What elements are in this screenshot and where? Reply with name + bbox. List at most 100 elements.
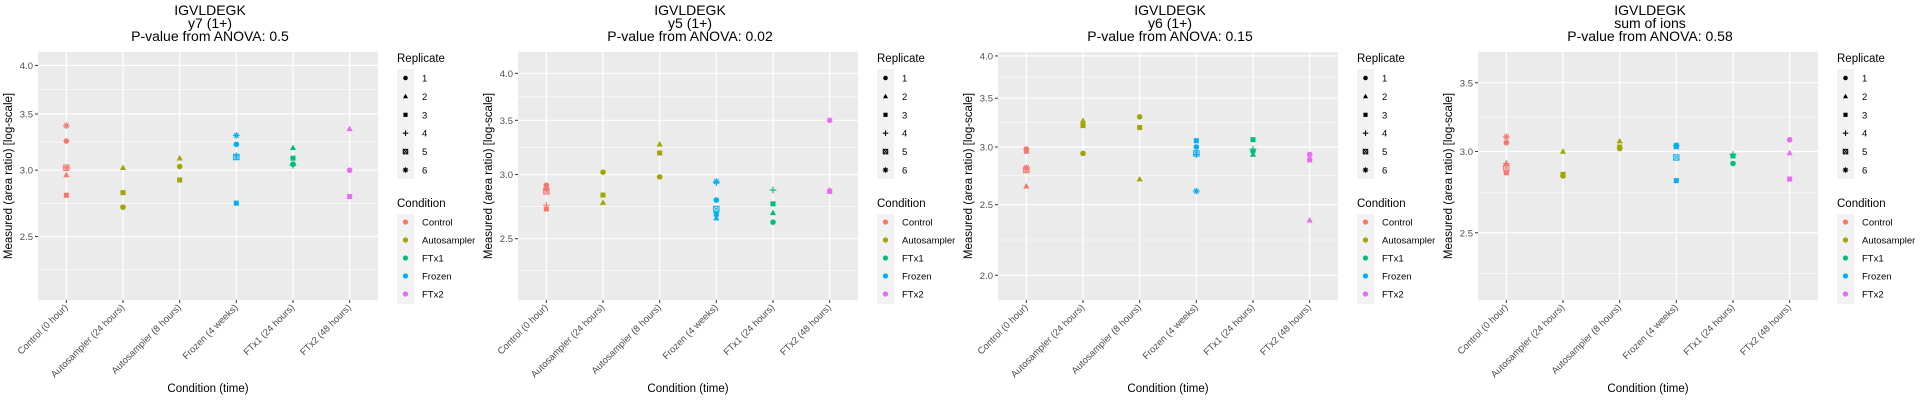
x-tick-label: FTx2 (48 hours) <box>298 302 354 358</box>
data-point <box>289 144 297 151</box>
legend-color-key <box>882 255 889 261</box>
legend-replicate-label: 1 <box>1862 74 1867 85</box>
data-point <box>1616 137 1623 144</box>
data-point <box>233 141 240 148</box>
legend-replicate-label: 3 <box>1862 110 1867 121</box>
chart-subtitle: y6 (1+) <box>1148 15 1192 31</box>
legend-condition-label: Frozen <box>902 272 932 283</box>
x-tick-label: Control (0 hour) <box>16 302 71 357</box>
legend-shape-key <box>1362 148 1369 155</box>
legend-replicate-title: Replicate <box>1837 53 1885 65</box>
legend-condition-label: Frozen <box>422 272 452 283</box>
x-tick-label: FTx2 (48 hours) <box>778 302 834 358</box>
data-point <box>1729 151 1737 158</box>
legend-condition-label: Control <box>422 218 453 229</box>
legend-condition-label: Autosampler <box>422 236 475 247</box>
data-point <box>346 125 353 132</box>
legend-condition-title: Condition <box>1357 198 1406 210</box>
legend-color-key <box>882 237 889 243</box>
legend-replicate-label: 2 <box>1862 92 1867 103</box>
legend-replicate-label: 1 <box>1382 74 1387 85</box>
chart-pvalue: P-value from ANOVA: 0.58 <box>1567 28 1733 44</box>
x-tick-label: FTx2 (48 hours) <box>1738 302 1794 358</box>
legend-key-background <box>1357 69 1374 179</box>
x-axis-title: Condition (time) <box>167 383 248 395</box>
plot-background <box>38 52 378 300</box>
legend-color-key <box>882 291 889 297</box>
data-point <box>713 205 720 213</box>
x-tick-label: Control (0 hour) <box>496 302 551 357</box>
data-point <box>176 154 183 161</box>
legend-replicate-title: Replicate <box>397 53 445 65</box>
legend-shape-key <box>1843 75 1848 81</box>
data-point <box>599 199 607 205</box>
y-tick-label: 2.5 <box>20 232 33 243</box>
legend-condition-title: Condition <box>397 198 446 210</box>
chart-title: IGVLDEGK <box>654 2 726 18</box>
data-point <box>1307 157 1313 163</box>
data-point <box>656 140 663 147</box>
x-tick-label: Frozen (4 weeks) <box>1141 302 1201 362</box>
data-point <box>1787 176 1793 182</box>
data-point <box>1136 175 1143 182</box>
data-point <box>232 132 240 139</box>
data-point <box>713 214 720 221</box>
data-point <box>1617 144 1623 150</box>
legend-shape-key <box>403 112 408 117</box>
data-point <box>770 201 776 207</box>
data-point <box>120 190 126 196</box>
data-point <box>63 164 70 171</box>
legend-key-background <box>397 69 414 179</box>
data-point <box>713 197 720 203</box>
data-point <box>177 177 183 183</box>
chart-subtitle: y5 (1+) <box>668 15 712 31</box>
legend-replicate-label: 6 <box>902 166 907 177</box>
data-point <box>542 201 550 209</box>
legend-shape-key <box>1842 93 1849 99</box>
chart-panel: IGVLDEGK y6 (1+) P-value from ANOVA: 0.15 2… <box>960 0 1440 400</box>
y-tick-label: 3.0 <box>980 142 993 153</box>
y-tick-label: 3.0 <box>1460 147 1473 158</box>
legend-shape-key <box>1363 112 1368 117</box>
data-point <box>119 164 127 170</box>
legend-shape-key <box>1362 130 1369 136</box>
y-tick-label: 4.0 <box>20 61 33 72</box>
legend-shape-key <box>883 112 888 117</box>
y-tick-label: 3.0 <box>20 166 33 177</box>
x-tick-label: Frozen (4 weeks) <box>181 302 241 362</box>
data-point <box>290 155 296 161</box>
data-point <box>1137 125 1143 131</box>
x-tick-label: FTx2 (48 hours) <box>1258 302 1314 358</box>
legend-shape-key <box>882 167 889 173</box>
data-point <box>120 204 126 210</box>
data-point <box>1786 149 1793 156</box>
legend-shape-key <box>1842 148 1849 155</box>
legend-shape-key <box>882 148 889 155</box>
legend-condition-label: Autosampler <box>1382 236 1435 247</box>
legend-color-key <box>1842 219 1849 225</box>
x-tick-label: FTx1 (24 hours) <box>1682 302 1738 358</box>
data-point <box>1560 171 1566 177</box>
plot-background <box>518 52 858 300</box>
legend-condition-label: FTx2 <box>1382 290 1404 301</box>
data-point <box>1079 117 1087 123</box>
legend: Replicate 1 2 3 4 5 6 Condition Control Autosampl… <box>877 53 955 304</box>
legend-color-key <box>1362 291 1369 297</box>
legend-condition-label: FTx1 <box>1382 254 1404 265</box>
data-point <box>769 186 777 194</box>
legend-shape-key <box>402 148 409 155</box>
legend-shape-key <box>403 75 408 81</box>
data-point <box>600 192 606 198</box>
x-tick-label: Frozen (4 weeks) <box>1621 302 1681 362</box>
legend-condition-label: FTx1 <box>422 254 444 265</box>
legend: Replicate 1 2 3 4 5 6 Condition Control Autosampl… <box>1357 53 1435 304</box>
y-tick-label: 2.5 <box>500 234 513 245</box>
legend-shape-key <box>1843 112 1848 117</box>
data-point <box>656 174 663 180</box>
legend-condition-label: Frozen <box>1382 272 1412 283</box>
legend-replicate-label: 1 <box>422 74 427 85</box>
legend-shape-key <box>882 93 889 99</box>
plot-background <box>1478 52 1818 300</box>
x-axis-title: Condition (time) <box>1607 383 1688 395</box>
